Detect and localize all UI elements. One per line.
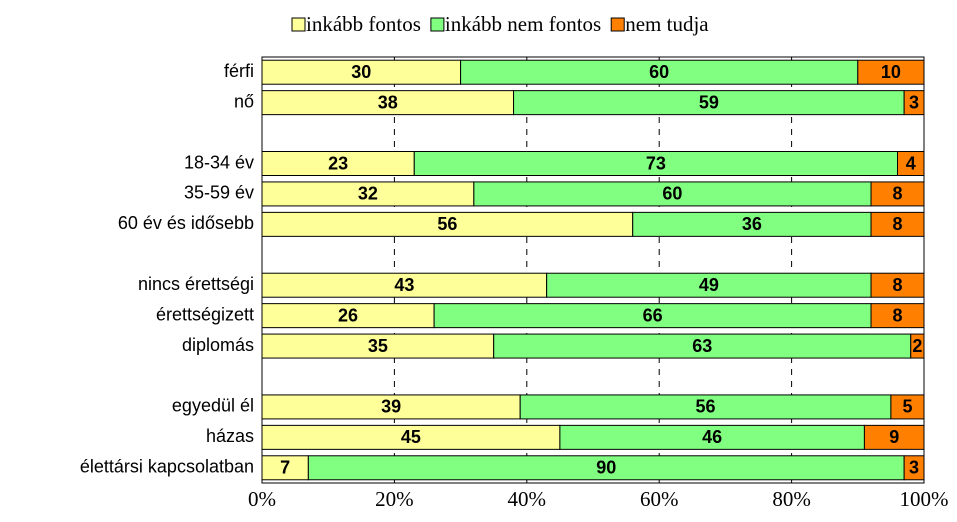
y-tick-label: élettársi kapcsolatban: [80, 457, 254, 477]
data-label: 9: [889, 427, 899, 447]
y-tick-label: házas: [206, 426, 254, 446]
bar-segment: [460, 59, 859, 85]
data-label: 60: [662, 184, 682, 204]
data-label: 26: [338, 305, 358, 325]
bar-segment: [870, 181, 925, 207]
x-tick-label: 0%: [248, 487, 276, 511]
bar-segment: [897, 151, 925, 176]
legend-label: inkább fontos: [306, 12, 421, 36]
bar-segment: [513, 90, 905, 116]
bar-segment: [261, 90, 515, 116]
bar-segment: [261, 333, 495, 359]
y-tick-label: érettségizett: [156, 304, 254, 324]
bar-segment: [261, 151, 415, 176]
data-label: 23: [328, 153, 348, 173]
data-label: 63: [692, 336, 712, 356]
data-label: 46: [702, 427, 722, 447]
bar-segment: [413, 151, 899, 176]
data-label: 7: [280, 458, 290, 478]
x-tick-label: 80%: [772, 487, 811, 511]
x-tick-label: 60%: [640, 487, 679, 511]
bar-segment: [870, 272, 925, 298]
data-label: 66: [643, 305, 663, 325]
y-tick-label: férfi: [224, 61, 254, 81]
legend-swatch: [291, 17, 306, 32]
legend-swatch: [610, 17, 625, 32]
x-tick-label: 20%: [375, 487, 414, 511]
bar-segment: [261, 394, 521, 420]
data-label: 39: [381, 397, 401, 417]
x-tick-label: 40%: [508, 487, 547, 511]
bar-segment: [473, 181, 872, 207]
data-label: 8: [893, 214, 903, 234]
bar-segment: [261, 424, 561, 450]
bar-segment: [519, 394, 892, 420]
data-label: 5: [902, 397, 912, 417]
y-tick-label: diplomás: [182, 335, 254, 355]
data-label: 35: [368, 336, 388, 356]
plot-border: [261, 56, 925, 484]
bar-segment: [261, 59, 462, 85]
data-label: 36: [742, 214, 762, 234]
data-label: 10: [881, 62, 901, 82]
legend-swatch: [430, 17, 445, 32]
data-label: 8: [893, 305, 903, 325]
data-label: 59: [699, 92, 719, 112]
bar-segment: [261, 181, 475, 207]
y-tick-label: 35-59 év: [184, 183, 254, 203]
data-label: 60: [649, 62, 669, 82]
data-label: 90: [596, 458, 616, 478]
data-label: 4: [906, 153, 916, 173]
bar-segment: [632, 211, 872, 237]
data-label: 3: [909, 458, 919, 478]
y-tick-label: 60 év és idősebb: [118, 213, 254, 233]
data-label: 8: [893, 184, 903, 204]
y-tick-label: 18-34 év: [184, 152, 254, 172]
y-tick-label: nő: [234, 91, 254, 111]
x-tick-label: 100%: [900, 487, 949, 511]
data-label: 43: [394, 275, 414, 295]
data-label: 30: [351, 62, 371, 82]
bar-segment: [559, 424, 865, 450]
y-tick-label: egyedül él: [172, 396, 254, 416]
bar-segment: [870, 211, 925, 237]
data-label: 2: [912, 336, 922, 356]
data-label: 73: [646, 153, 666, 173]
data-label: 45: [401, 427, 421, 447]
data-label: 38: [378, 92, 398, 112]
bar-segment: [890, 394, 925, 420]
bar-segment: [857, 59, 925, 85]
y-tick-label: nincs érettségi: [138, 274, 254, 294]
data-label: 49: [699, 275, 719, 295]
bar-segment: [261, 303, 435, 329]
data-label: 3: [909, 92, 919, 112]
data-label: 56: [437, 214, 457, 234]
data-label: 32: [358, 184, 378, 204]
bar-segment: [307, 455, 905, 481]
legend-label: inkább nem fontos: [445, 12, 601, 36]
data-label: 56: [696, 397, 716, 417]
data-label: 8: [893, 275, 903, 295]
legend-label: nem tudja: [625, 12, 709, 36]
bar-segment: [261, 211, 634, 237]
